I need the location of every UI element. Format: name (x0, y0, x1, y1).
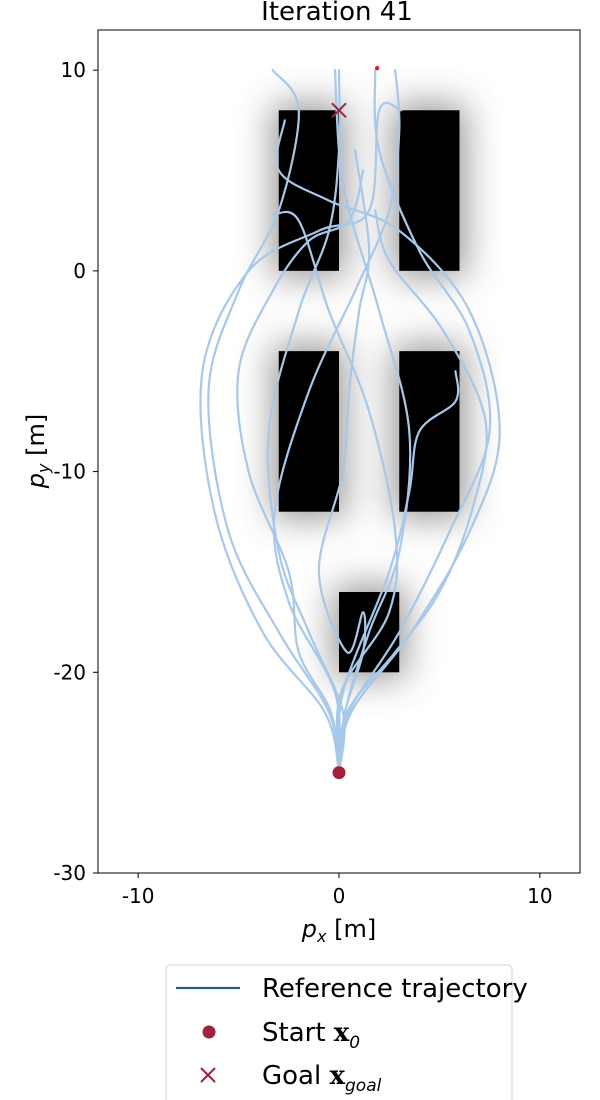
y-axis-unit: [m] (22, 414, 50, 464)
trajectory-line-8 (236, 169, 365, 774)
x-tick-label: 0 (333, 884, 346, 908)
x-axis-ticks: -10 0 10 (122, 873, 553, 908)
trajectory-layer (199, 69, 501, 774)
trajectory-line-7 (272, 69, 401, 774)
legend-goal-label: Goal xgoal (262, 1061, 382, 1096)
trajectory-line-11 (337, 370, 460, 774)
x-tick-label: 10 (527, 884, 552, 908)
y-tick-label: 0 (73, 259, 86, 283)
trajectory-line-9 (317, 149, 371, 774)
start-marker (332, 766, 346, 780)
trajectory-line-2 (207, 69, 341, 774)
legend-start-swatch (202, 1025, 216, 1039)
y-tick-label: -20 (53, 660, 86, 684)
y-axis-sub: y (34, 463, 53, 474)
x-axis-label: px [m] (301, 915, 376, 946)
y-tick-label: -30 (53, 861, 86, 885)
legend-goal-swatch (200, 1067, 216, 1083)
goal-marker (331, 102, 347, 118)
y-axis-ticks: 10 0 -10 -20 -30 (53, 58, 98, 885)
y-axis-label: py [m] (22, 414, 53, 489)
goal-reached-point (374, 65, 380, 71)
legend: Reference trajectory Start x0 Goal xgoal (165, 964, 528, 1100)
x-axis-sub: x (316, 927, 327, 946)
y-tick-label: 10 (61, 58, 86, 82)
legend-frame (165, 964, 513, 1100)
obstacle-2 (278, 351, 339, 512)
y-axis-var: p (22, 473, 50, 489)
chart-title: Iteration 41 (261, 0, 413, 27)
trajectory-line-4 (199, 101, 403, 774)
x-tick-label: -10 (122, 884, 155, 908)
trajectory-line-3 (337, 69, 492, 774)
y-tick-label: -10 (53, 460, 86, 484)
trajectory-line-1 (333, 69, 412, 774)
trajectory-line-5 (275, 119, 501, 774)
legend-trajectory-label: Reference trajectory (262, 974, 528, 1004)
x-axis-var: p (301, 915, 317, 943)
marker-layer (331, 65, 380, 780)
obstacle-1 (399, 110, 460, 271)
x-axis-unit: [m] (326, 915, 376, 943)
legend-start-label: Start x0 (262, 1018, 360, 1053)
trajectory-line-10 (337, 209, 488, 774)
legend-cross-stroke (200, 1067, 216, 1083)
